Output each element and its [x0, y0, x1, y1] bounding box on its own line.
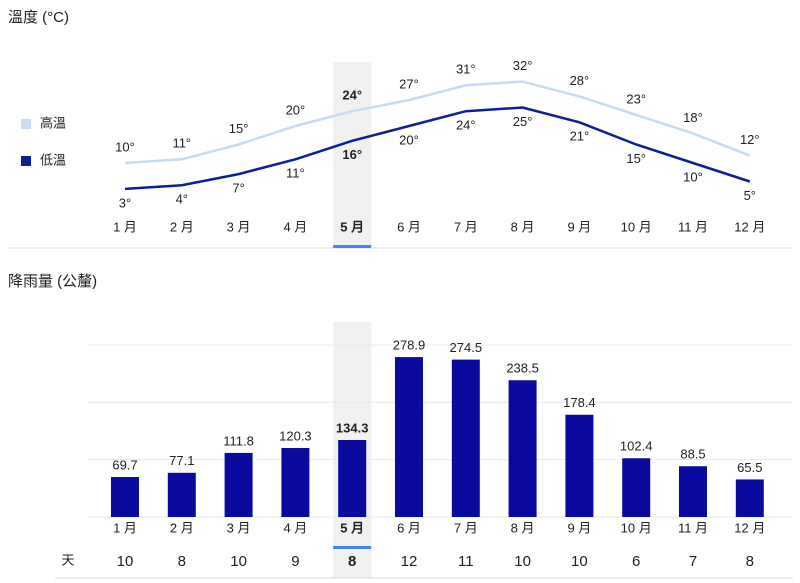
- month-label: 1 月: [113, 520, 137, 535]
- bar: [395, 357, 423, 517]
- value-label: 238.5: [506, 361, 539, 376]
- value-label: 12°: [740, 132, 760, 147]
- month-label: 1 月: [113, 219, 137, 234]
- month-label: 12 月: [734, 219, 765, 234]
- value-label: 65.5: [737, 460, 762, 475]
- bar: [224, 452, 253, 517]
- month-label: 11 月: [678, 219, 708, 234]
- month-label: 2 月: [170, 219, 194, 234]
- month-label: 8 月: [511, 520, 535, 535]
- value-label: 16°: [342, 147, 362, 162]
- value-label: 3°: [119, 195, 131, 210]
- value-label: 77.1: [169, 453, 194, 468]
- bar: [679, 466, 707, 517]
- value-label: 10°: [683, 169, 703, 184]
- rain-days: 10: [230, 553, 247, 570]
- bar: [281, 448, 310, 517]
- legend-label: 低溫: [40, 152, 66, 167]
- value-label: 4°: [176, 192, 188, 207]
- rain-days: 8: [746, 553, 754, 570]
- month-label: 9 月: [567, 219, 591, 234]
- highlight-underline: [333, 245, 372, 248]
- temperature-line: [124, 106, 751, 191]
- value-label: 134.3: [336, 420, 369, 435]
- value-label: 278.9: [393, 338, 426, 353]
- bar: [508, 380, 537, 517]
- month-label: 8 月: [511, 219, 535, 234]
- value-label: 120.3: [279, 428, 312, 443]
- month-label: 7 月: [454, 219, 478, 234]
- month-label: 11 月: [678, 520, 708, 535]
- rain-days: 8: [178, 553, 186, 570]
- month-label: 10 月: [621, 520, 652, 535]
- value-label: 5°: [744, 188, 756, 203]
- rain-days: 11: [458, 553, 474, 570]
- rain-days: 9: [291, 553, 299, 570]
- value-label: 23°: [626, 91, 646, 106]
- month-label: 6 月: [397, 520, 421, 535]
- value-label: 111.8: [223, 433, 254, 448]
- highlight-band: [333, 62, 372, 248]
- rain-days: 10: [571, 553, 588, 570]
- month-label: 9 月: [567, 520, 591, 535]
- legend-label: 高溫: [40, 115, 66, 130]
- value-label: 178.4: [563, 395, 596, 410]
- value-label: 7°: [232, 181, 244, 196]
- value-label: 32°: [513, 58, 533, 73]
- temperature-title: 溫度 (°C): [8, 9, 69, 26]
- rain-days: 8: [348, 553, 356, 570]
- rain-days-label: 天: [61, 552, 74, 567]
- rain-days: 12: [401, 553, 418, 570]
- value-label: 27°: [399, 77, 419, 92]
- rain-days: 6: [632, 553, 640, 570]
- value-label: 102.4: [620, 439, 653, 454]
- value-label: 25°: [513, 114, 533, 129]
- month-label: 5 月: [340, 520, 364, 535]
- rain-days: 7: [689, 553, 697, 570]
- value-label: 18°: [683, 110, 703, 125]
- bar: [622, 458, 651, 517]
- month-label: 5 月: [340, 219, 364, 234]
- value-label: 28°: [570, 73, 590, 88]
- month-label: 3 月: [227, 520, 251, 535]
- value-label: 20°: [399, 132, 419, 147]
- bar: [167, 472, 196, 517]
- bar: [338, 440, 367, 517]
- rain-days: 10: [514, 553, 531, 570]
- value-label: 24°: [342, 88, 362, 103]
- value-label: 31°: [456, 62, 476, 77]
- legend-swatch: [21, 119, 31, 129]
- rain-days: 10: [117, 553, 134, 570]
- value-label: 88.5: [680, 447, 705, 462]
- month-label: 12 月: [734, 520, 765, 535]
- month-label: 4 月: [283, 520, 307, 535]
- value-label: 15°: [626, 151, 646, 166]
- month-label: 3 月: [227, 219, 251, 234]
- value-label: 11°: [172, 136, 191, 151]
- highlight-underline: [333, 546, 372, 549]
- temperature-line: [124, 80, 751, 165]
- value-label: 10°: [115, 139, 135, 154]
- month-label: 6 月: [397, 219, 421, 234]
- month-label: 10 月: [621, 219, 652, 234]
- value-label: 24°: [456, 118, 476, 133]
- value-label: 11°: [286, 166, 305, 181]
- legend-swatch: [21, 156, 31, 166]
- value-label: 20°: [286, 102, 306, 117]
- precipitation-title: 降雨量 (公釐): [8, 273, 97, 290]
- bar: [451, 359, 480, 517]
- bar: [565, 414, 594, 517]
- value-label: 69.7: [112, 457, 137, 472]
- month-label: 7 月: [454, 520, 478, 535]
- value-label: 21°: [570, 129, 590, 144]
- value-label: 15°: [229, 121, 249, 136]
- month-label: 4 月: [283, 219, 307, 234]
- month-label: 2 月: [170, 520, 194, 535]
- bar: [111, 477, 139, 517]
- bar: [735, 479, 764, 517]
- value-label: 274.5: [450, 340, 483, 355]
